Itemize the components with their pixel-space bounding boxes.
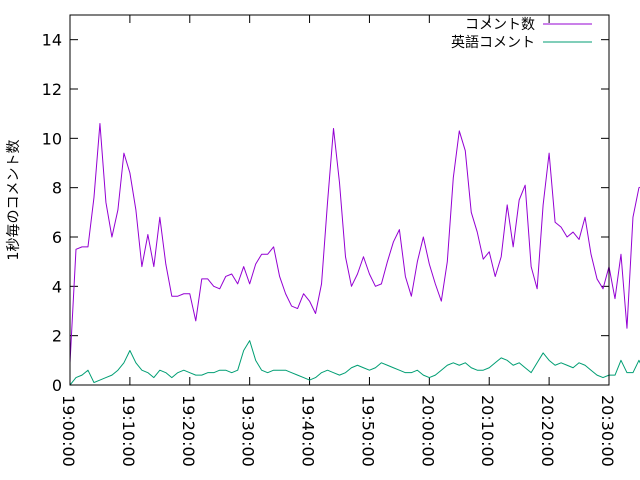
x-tick-label: 19:50:00 (358, 395, 377, 467)
y-tick-label: 8 (52, 179, 62, 198)
x-tick-label: 20:30:00 (598, 395, 617, 467)
y-tick-label: 0 (52, 376, 62, 395)
x-axis-tick-labels: 19:00:00 19:10:00 19:20:00 19:30:00 19:40:00… (59, 395, 617, 467)
series-line-comments (69, 123, 640, 363)
x-tick-label: 19:00:00 (59, 395, 78, 467)
x-tick-label: 19:10:00 (119, 395, 138, 467)
plot-frame (69, 14, 610, 386)
y-tick-label: 12 (42, 80, 62, 99)
series-line-english-comments (69, 340, 640, 386)
y-tick-label: 10 (42, 129, 62, 148)
x-tick-label: 19:20:00 (179, 395, 198, 467)
y-tick-label: 2 (52, 327, 62, 346)
y-tick-label: 4 (52, 277, 62, 296)
x-tick-label: 19:30:00 (239, 395, 258, 467)
y-tick-label: 6 (52, 228, 62, 247)
y-tick-label: 14 (42, 31, 62, 50)
y-axis-label: 1秒毎のコメント数 (6, 140, 22, 261)
x-tick-label: 20:10:00 (478, 395, 497, 467)
y-axis-tick-labels: 0 2 4 6 8 10 12 14 (42, 31, 62, 395)
x-tick-label: 20:00:00 (418, 395, 437, 467)
series-lines (69, 123, 640, 386)
legend-label: 英語コメント (451, 34, 535, 51)
x-tick-label: 19:40:00 (299, 395, 318, 467)
x-tick-label: 20:20:00 (538, 395, 557, 467)
tick-marks (69, 15, 610, 386)
legend-label: コメント数 (465, 17, 535, 33)
